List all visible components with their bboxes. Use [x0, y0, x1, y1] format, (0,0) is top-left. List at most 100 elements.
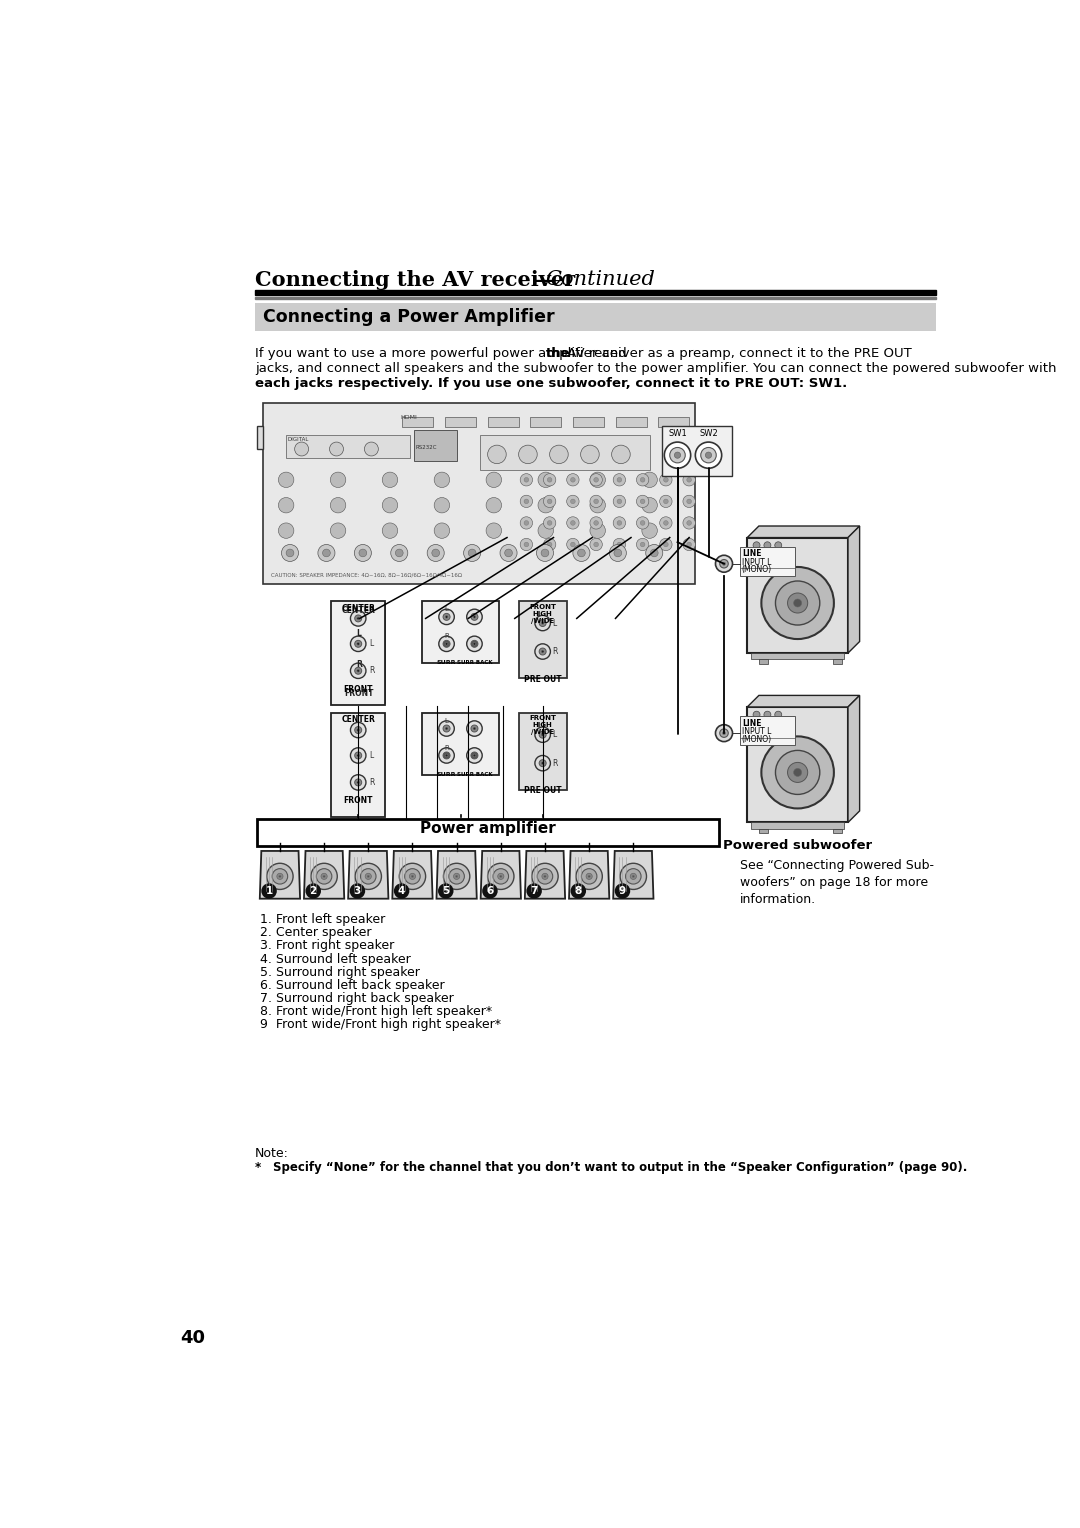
- Circle shape: [400, 863, 426, 889]
- Circle shape: [550, 445, 568, 463]
- Circle shape: [723, 562, 726, 565]
- Circle shape: [567, 516, 579, 529]
- Circle shape: [687, 521, 691, 526]
- Circle shape: [488, 863, 514, 889]
- Circle shape: [467, 721, 482, 736]
- Circle shape: [361, 868, 376, 885]
- Circle shape: [640, 542, 645, 547]
- Circle shape: [494, 868, 509, 885]
- Bar: [751, 652, 845, 659]
- Text: 5. Surround right speaker: 5. Surround right speaker: [260, 966, 420, 978]
- Text: 4. Surround left speaker: 4. Surround left speaker: [260, 952, 410, 966]
- Bar: [740, 547, 795, 576]
- Text: SW2: SW2: [699, 429, 718, 439]
- Circle shape: [323, 549, 330, 556]
- Text: 8. Front wide/Front high left speaker*: 8. Front wide/Front high left speaker*: [260, 1005, 491, 1018]
- Circle shape: [787, 762, 808, 782]
- Polygon shape: [848, 695, 860, 822]
- Circle shape: [590, 472, 606, 487]
- Text: INPUT L: INPUT L: [742, 558, 771, 567]
- Text: FRONT: FRONT: [343, 685, 373, 694]
- Text: L: L: [369, 750, 374, 759]
- Circle shape: [715, 555, 732, 571]
- Circle shape: [636, 538, 649, 550]
- Text: Continued: Continued: [545, 269, 654, 289]
- Circle shape: [764, 542, 771, 549]
- Circle shape: [539, 759, 546, 767]
- Circle shape: [764, 711, 771, 718]
- Circle shape: [590, 516, 603, 529]
- Circle shape: [663, 542, 669, 547]
- Circle shape: [350, 883, 365, 898]
- Circle shape: [500, 876, 502, 877]
- Circle shape: [482, 883, 498, 898]
- Polygon shape: [747, 695, 860, 707]
- Circle shape: [590, 523, 606, 538]
- Text: 1: 1: [266, 886, 273, 895]
- Circle shape: [521, 474, 532, 486]
- Polygon shape: [747, 526, 860, 538]
- Bar: [262, 403, 694, 584]
- Circle shape: [488, 445, 507, 463]
- Circle shape: [356, 729, 360, 732]
- Circle shape: [352, 611, 366, 625]
- Text: —: —: [532, 269, 553, 290]
- Circle shape: [498, 874, 504, 880]
- Circle shape: [642, 498, 658, 513]
- Circle shape: [535, 727, 551, 743]
- Text: L: L: [553, 619, 557, 628]
- Circle shape: [443, 640, 450, 648]
- Polygon shape: [848, 526, 860, 652]
- Circle shape: [544, 876, 546, 877]
- Circle shape: [295, 442, 309, 455]
- Circle shape: [486, 472, 501, 487]
- Text: LINE: LINE: [742, 549, 761, 558]
- Circle shape: [567, 538, 579, 550]
- Circle shape: [535, 643, 551, 659]
- Circle shape: [590, 498, 606, 513]
- Text: R: R: [444, 744, 449, 750]
- Bar: [255, 304, 935, 332]
- Bar: [414, 429, 457, 460]
- Circle shape: [350, 747, 366, 762]
- Circle shape: [535, 616, 551, 631]
- Circle shape: [443, 752, 450, 759]
- Bar: [616, 417, 647, 428]
- Text: 5: 5: [442, 886, 449, 895]
- Circle shape: [500, 544, 517, 561]
- Circle shape: [463, 544, 481, 561]
- Circle shape: [719, 559, 728, 568]
- Circle shape: [660, 516, 672, 529]
- Circle shape: [640, 477, 645, 483]
- Bar: [332, 602, 386, 706]
- Text: 2: 2: [310, 886, 316, 895]
- Bar: [257, 819, 718, 845]
- Circle shape: [594, 521, 598, 526]
- Circle shape: [432, 549, 440, 556]
- Circle shape: [683, 516, 696, 529]
- Circle shape: [581, 445, 599, 463]
- Bar: [255, 296, 935, 299]
- Circle shape: [613, 474, 625, 486]
- Circle shape: [613, 516, 625, 529]
- Circle shape: [438, 721, 455, 736]
- Bar: [658, 417, 689, 428]
- Circle shape: [570, 883, 586, 898]
- Circle shape: [660, 474, 672, 486]
- Bar: [662, 426, 732, 475]
- Text: 40: 40: [180, 1329, 205, 1348]
- Circle shape: [486, 498, 501, 513]
- Circle shape: [715, 724, 732, 741]
- Circle shape: [570, 477, 576, 483]
- Circle shape: [570, 542, 576, 547]
- Circle shape: [660, 538, 672, 550]
- Circle shape: [664, 442, 691, 468]
- Circle shape: [539, 648, 546, 656]
- Circle shape: [570, 500, 576, 504]
- Circle shape: [323, 876, 325, 877]
- Circle shape: [696, 442, 721, 468]
- Circle shape: [445, 616, 448, 619]
- Circle shape: [723, 732, 726, 735]
- Circle shape: [354, 752, 362, 759]
- Circle shape: [613, 495, 625, 507]
